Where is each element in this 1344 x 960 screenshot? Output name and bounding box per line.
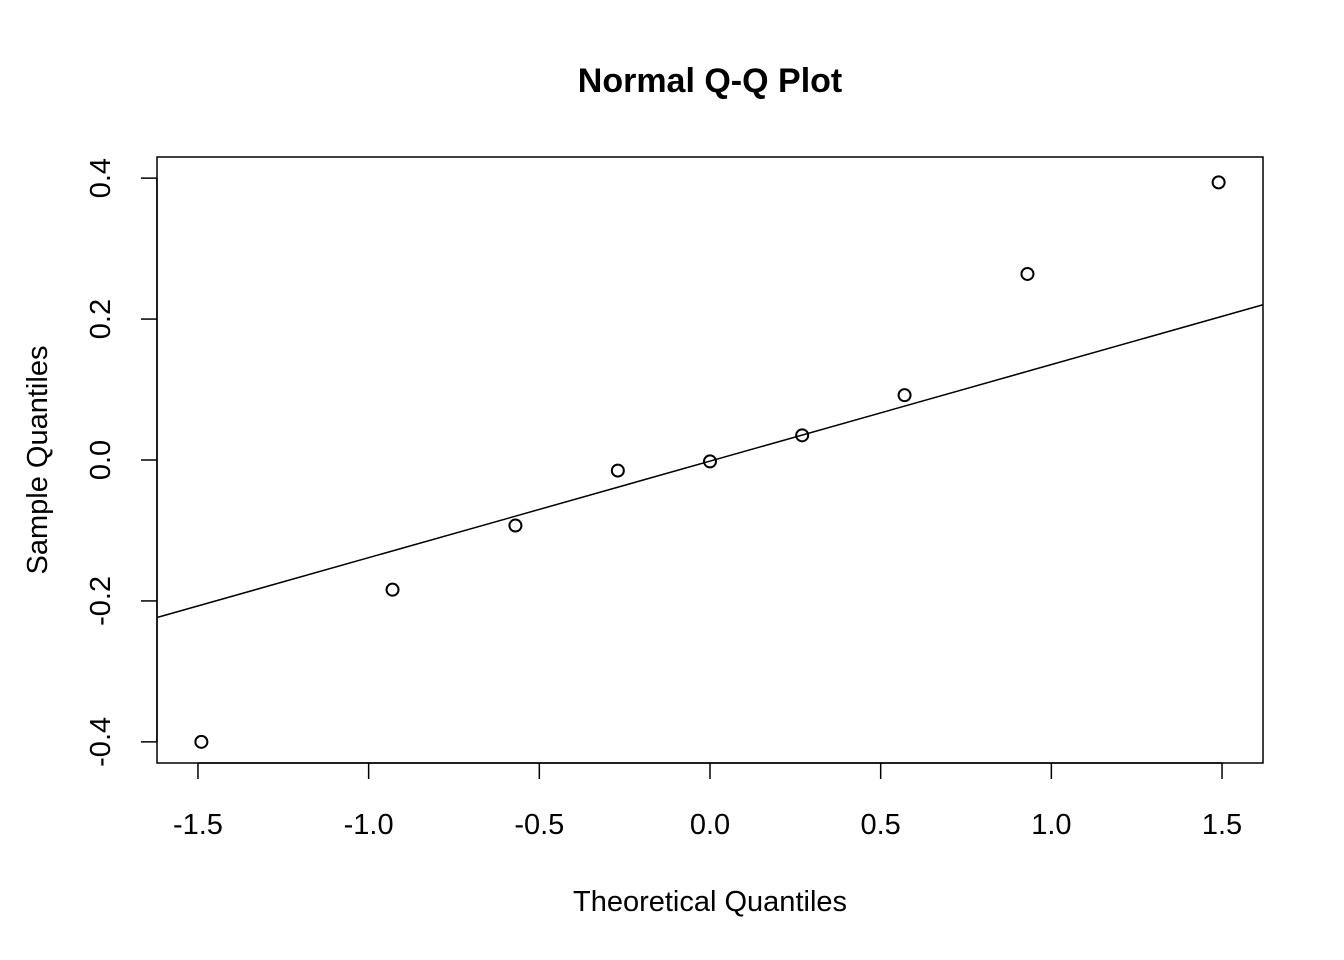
x-axis-title: Theoretical Quantiles	[573, 886, 847, 918]
x-axis: -1.5 -1.0 -0.5 0.0 0.5 1.0 1.5	[173, 762, 1242, 841]
data-point	[508, 518, 523, 533]
reference-line-group	[156, 304, 1264, 619]
y-tick-label: 0.2	[85, 299, 117, 339]
y-axis-title: Sample Quantiles	[22, 346, 54, 575]
x-tick-label: -1.5	[173, 809, 223, 841]
qq-reference-line	[156, 304, 1264, 619]
data-point	[795, 428, 810, 443]
chart-title: Normal Q-Q Plot	[578, 62, 842, 100]
data-point	[703, 454, 717, 469]
x-tick-label: 0.0	[690, 809, 730, 841]
y-tick-label: -0.2	[85, 576, 117, 626]
y-axis-ticks: -0.4 -0.2 0.0 0.2 0.4	[85, 158, 157, 767]
y-tick-label: 0.0	[85, 440, 117, 480]
data-point	[385, 582, 400, 597]
y-axis: -0.4 -0.2 0.0 0.2 0.4	[85, 158, 158, 767]
data-point	[610, 463, 625, 478]
x-axis-ticks: -1.5 -1.0 -0.5 0.0 0.5 1.0 1.5	[173, 763, 1242, 841]
y-tick-label: -0.4	[85, 717, 117, 767]
data-point	[897, 388, 912, 403]
data-points	[194, 175, 1226, 749]
x-tick-label: 1.5	[1202, 809, 1242, 841]
data-point	[194, 734, 209, 749]
data-point	[1020, 266, 1035, 281]
data-point	[1211, 175, 1226, 190]
y-tick-label: 0.4	[85, 158, 117, 198]
plot-area-frame	[156, 156, 1264, 764]
x-tick-label: 1.0	[1031, 809, 1071, 841]
x-tick-label: -0.5	[514, 809, 564, 841]
x-tick-label: -1.0	[344, 809, 394, 841]
x-tick-label: 0.5	[861, 809, 901, 841]
